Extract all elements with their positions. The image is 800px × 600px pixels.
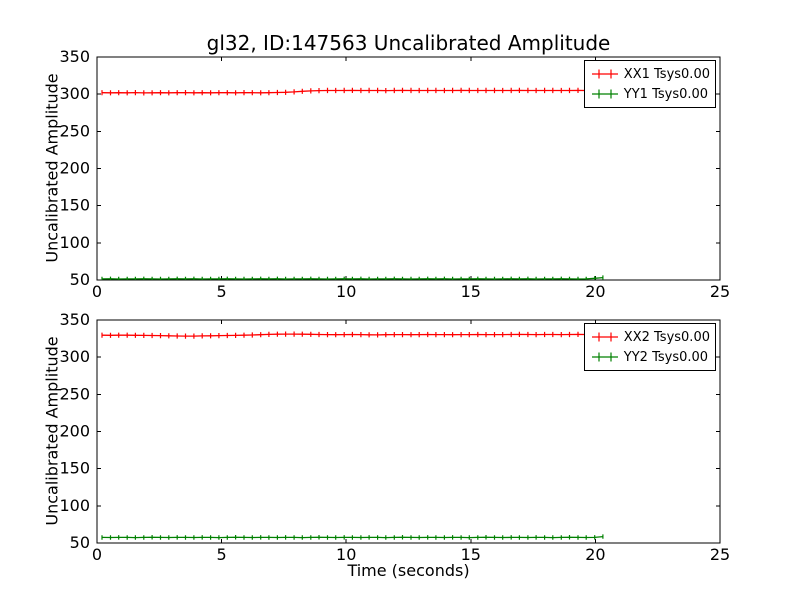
x-tick-label: 25: [710, 545, 730, 564]
y-tick-label: 150: [59, 196, 90, 215]
x-tick-label: 5: [217, 545, 227, 564]
y-tick-label: 350: [59, 47, 90, 66]
y-tick-label: 150: [59, 459, 90, 478]
legend-bottom: XX2 Tsys0.00 YY2 Tsys0.00: [583, 323, 716, 371]
y-tick-label: 100: [59, 233, 90, 252]
error-bars: [101, 87, 604, 96]
legend-entry: XX1 Tsys0.00: [590, 64, 710, 84]
x-tick-label: 10: [336, 545, 356, 564]
y-axis-label-bottom: Uncalibrated Amplitude: [42, 336, 62, 526]
legend-label: XX1 Tsys0.00: [623, 66, 710, 82]
legend-errorbar-sample: [591, 69, 618, 79]
x-axis-label: Time (seconds): [347, 561, 470, 580]
data-line: [101, 276, 603, 280]
legend-errorbar-sample: [591, 89, 618, 99]
x-tick-label: 5: [217, 282, 227, 301]
legend-errorbar-sample: [591, 352, 618, 362]
x-tick-label: 0: [92, 545, 102, 564]
legend-label: YY1 Tsys0.00: [623, 86, 709, 102]
x-tick-label: 10: [336, 282, 356, 301]
data-line: [101, 89, 603, 94]
y-tick-label: 200: [59, 159, 90, 178]
legend-errorbar-sample: [591, 332, 618, 342]
y-tick-label: 350: [59, 310, 90, 329]
y-axis-label-top: Uncalibrated Amplitude: [42, 73, 62, 263]
x-tick-label: 20: [585, 282, 605, 301]
data-line: [101, 333, 603, 337]
y-tick-label: 250: [59, 121, 90, 140]
x-tick-label: 15: [461, 545, 481, 564]
y-tick-label: 300: [59, 84, 90, 103]
legend-entry: XX2 Tsys0.00: [590, 327, 710, 347]
x-tick-label: 15: [461, 282, 481, 301]
chart-title: gl32, ID:147563 Uncalibrated Amplitude: [206, 31, 611, 55]
x-tick-label: 20: [585, 545, 605, 564]
y-tick-label: 100: [59, 496, 90, 515]
legend-label: XX2 Tsys0.00: [623, 329, 710, 345]
y-tick-label: 300: [59, 347, 90, 366]
legend-top: XX1 Tsys0.00 YY1 Tsys0.00: [583, 60, 716, 108]
legend-entry: YY2 Tsys0.00: [590, 347, 710, 367]
y-tick-label: 200: [59, 422, 90, 441]
y-tick-label: 50: [70, 270, 90, 289]
y-tick-label: 250: [59, 384, 90, 403]
x-tick-label: 25: [710, 282, 730, 301]
y-tick-label: 50: [70, 533, 90, 552]
x-tick-label: 0: [92, 282, 102, 301]
legend-entry: YY1 Tsys0.00: [590, 84, 710, 104]
data-line: [101, 535, 603, 539]
legend-label: YY2 Tsys0.00: [623, 349, 709, 365]
